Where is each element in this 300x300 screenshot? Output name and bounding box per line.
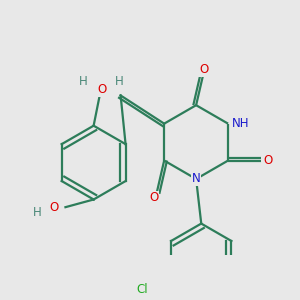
Text: N: N: [192, 172, 200, 185]
Text: H: H: [115, 75, 124, 88]
Text: O: O: [199, 63, 208, 76]
Text: O: O: [263, 154, 272, 167]
Text: Cl: Cl: [136, 283, 148, 296]
Text: H: H: [79, 75, 87, 88]
Text: NH: NH: [232, 117, 250, 130]
Text: O: O: [149, 191, 158, 205]
Text: O: O: [50, 201, 59, 214]
Text: O: O: [98, 83, 107, 96]
Text: H: H: [33, 206, 42, 219]
